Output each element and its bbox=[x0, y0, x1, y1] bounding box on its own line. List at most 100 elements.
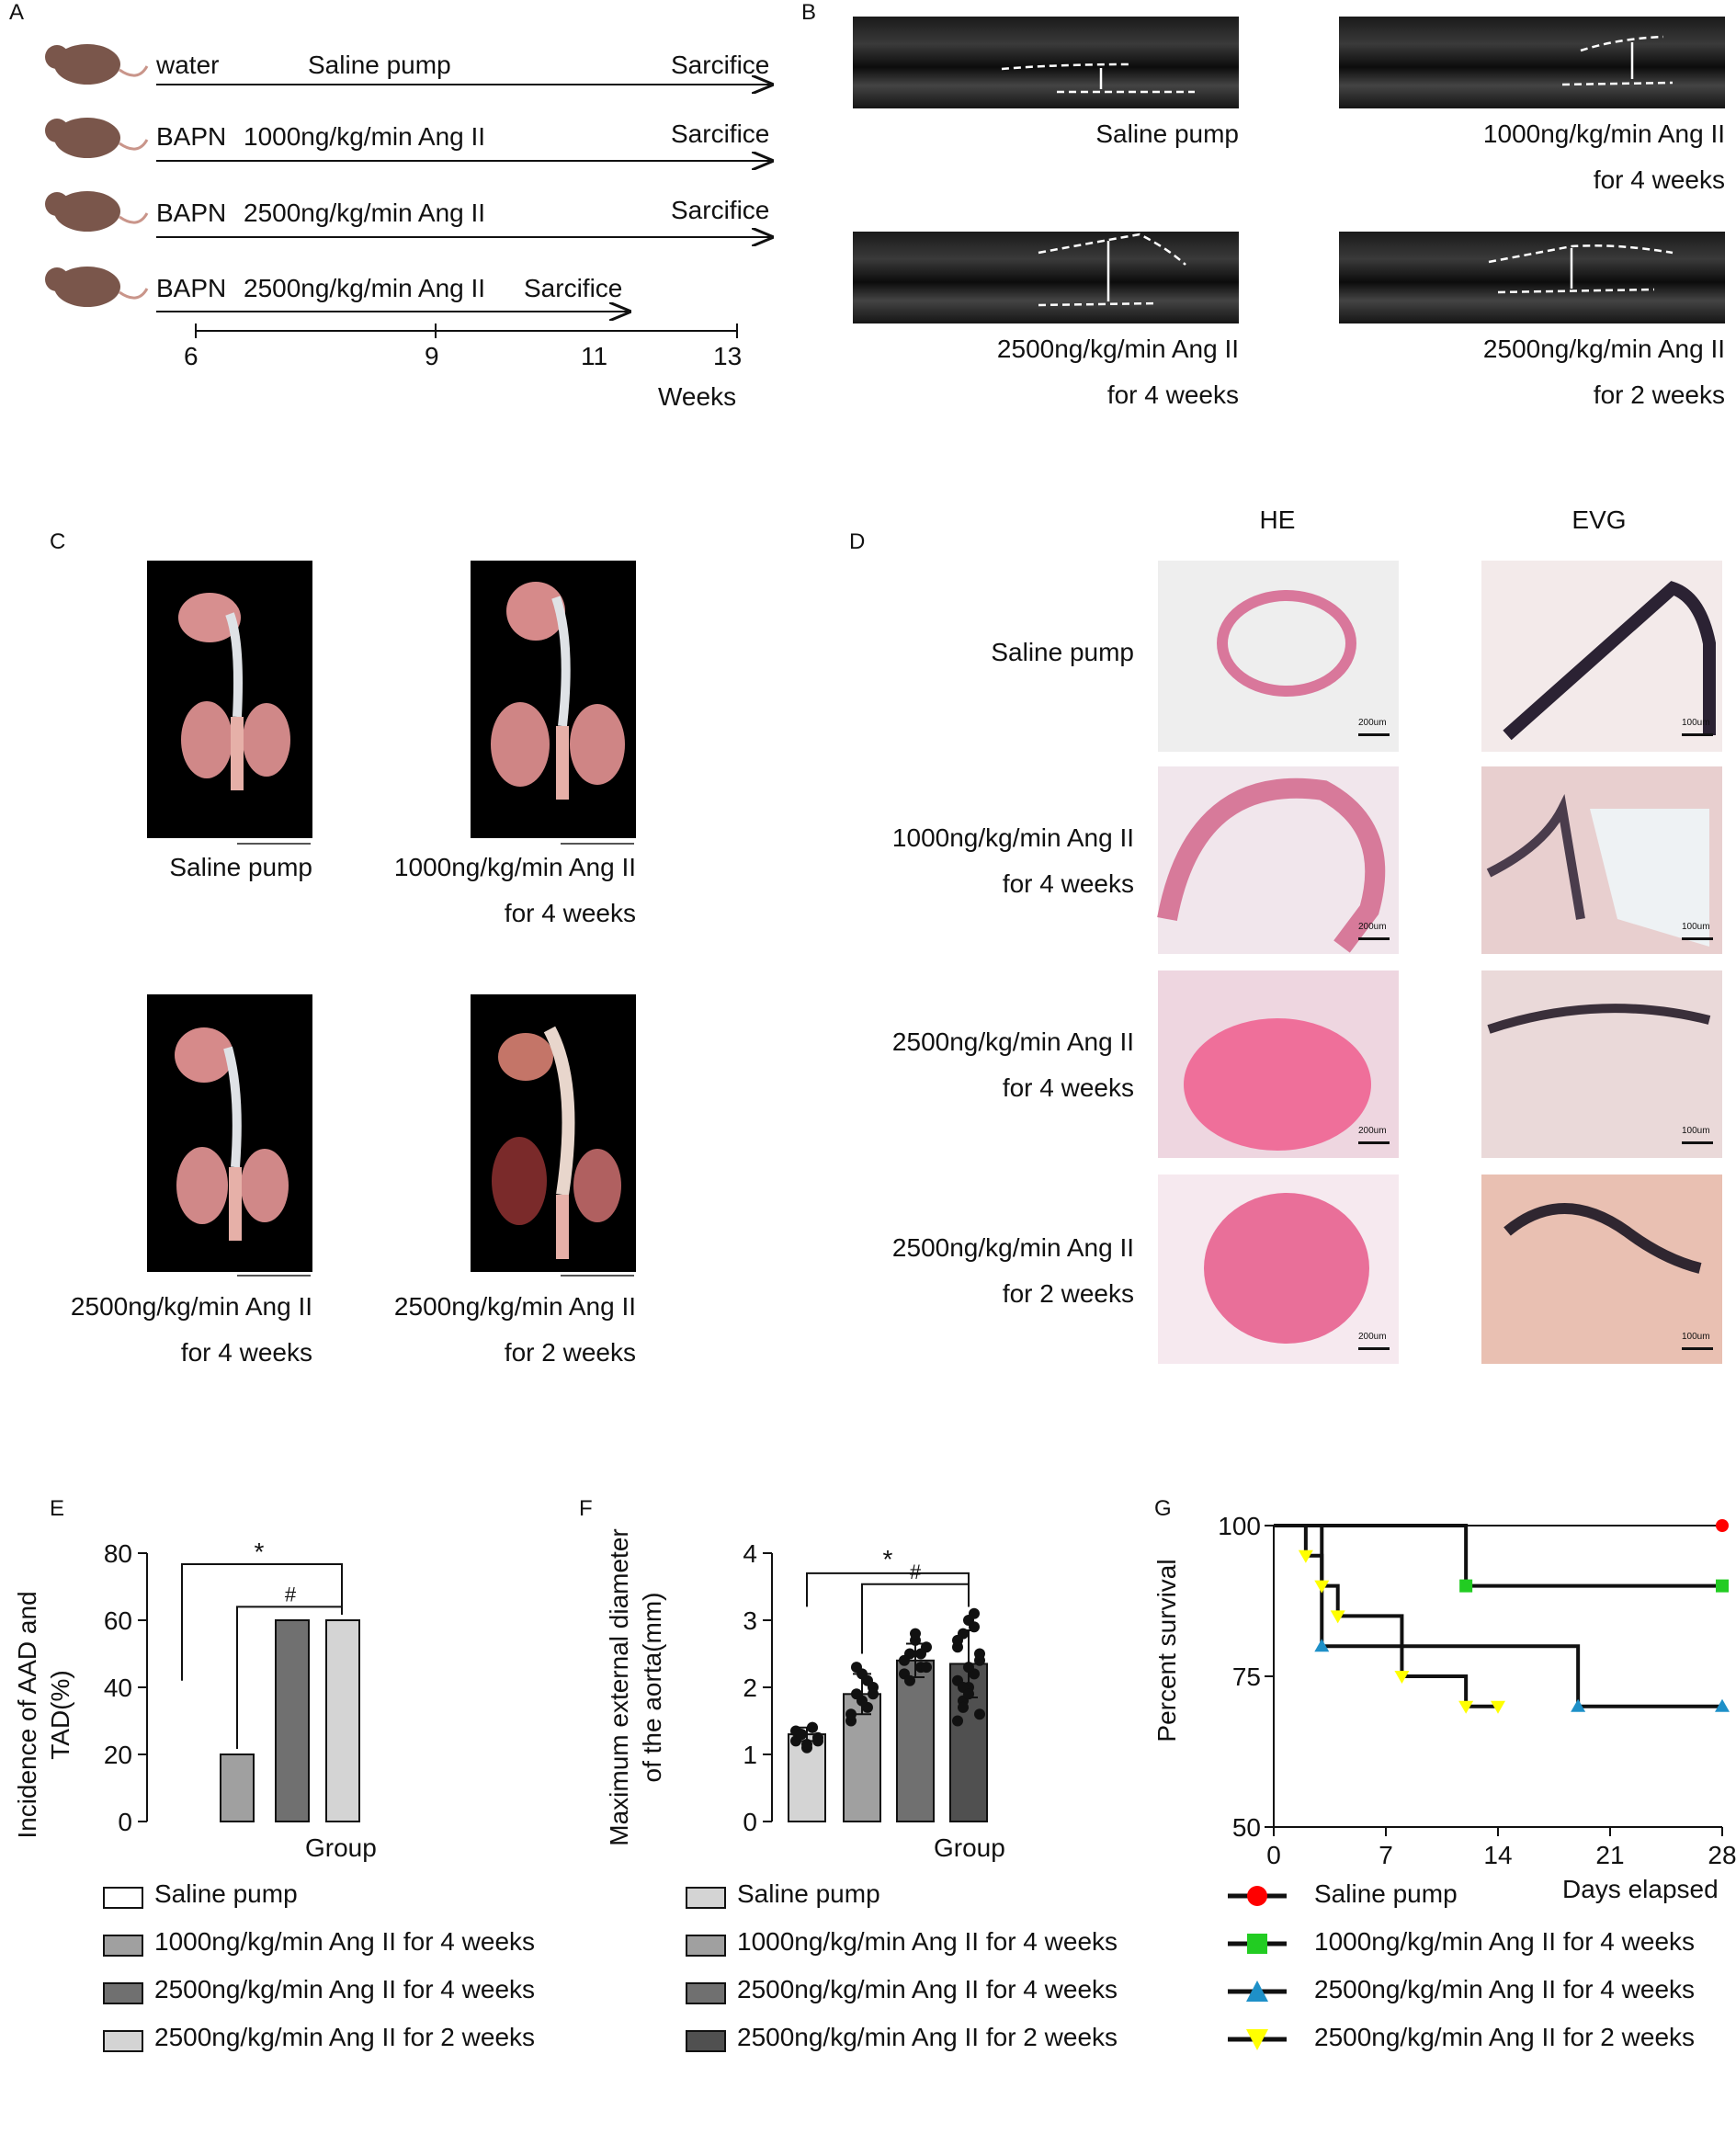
mouse-icon-4 bbox=[45, 267, 149, 307]
f-legend-label: 2500ng/kg/min Ang II for 4 weeks bbox=[737, 1975, 1118, 2003]
f-point bbox=[952, 1715, 963, 1727]
a-row1-text: Saline pump bbox=[308, 51, 451, 79]
f-point bbox=[812, 1735, 823, 1747]
d-row-3-l2: for 4 weeks bbox=[1002, 1073, 1134, 1102]
f-ytick-label: 0 bbox=[743, 1808, 757, 1836]
panel-letter-a: A bbox=[9, 0, 25, 25]
f-point bbox=[969, 1621, 980, 1633]
d-row-4-l2: for 2 weeks bbox=[1002, 1279, 1134, 1308]
b-caption-2-l1: 1000ng/kg/min Ang II bbox=[1482, 119, 1725, 148]
a-row3-text: 2500ng/kg/min Ang II bbox=[244, 199, 486, 227]
d-col-he: HE bbox=[1259, 505, 1296, 534]
e-legend-label: 2500ng/kg/min Ang II for 4 weeks bbox=[154, 1975, 536, 2003]
g-ytick-label: 50 bbox=[1232, 1813, 1261, 1842]
panel-letter-b: B bbox=[801, 0, 817, 25]
panel-letter-c: C bbox=[50, 529, 66, 554]
f-point bbox=[974, 1708, 985, 1720]
f-annotation-star: * bbox=[883, 1545, 893, 1573]
f-point bbox=[904, 1674, 915, 1686]
g-marker-square bbox=[1716, 1579, 1729, 1593]
g-legend-swatch bbox=[1228, 1930, 1287, 1958]
e-legend-swatch bbox=[103, 2030, 143, 2052]
panel-letter-g: G bbox=[1154, 1496, 1172, 1521]
g-xtick-label: 28 bbox=[1708, 1841, 1736, 1869]
panel-letter-d: D bbox=[849, 529, 866, 554]
g-ytick-label: 100 bbox=[1218, 1512, 1261, 1540]
f-point bbox=[958, 1701, 969, 1713]
d-row-4-l1: 2500ng/kg/min Ang II bbox=[891, 1233, 1134, 1262]
f-point bbox=[857, 1695, 868, 1707]
g-legend-label: 2500ng/kg/min Ang II for 2 weeks bbox=[1314, 2023, 1696, 2051]
a-row2-text: 1000ng/kg/min Ang II bbox=[244, 122, 486, 151]
mouse-icon-3 bbox=[45, 191, 149, 232]
e-bar bbox=[275, 1619, 310, 1822]
f-point bbox=[952, 1634, 963, 1646]
f-point bbox=[868, 1688, 879, 1700]
e-bar bbox=[325, 1619, 360, 1822]
he-image-saline bbox=[1158, 561, 1399, 752]
f-legend-label: 1000ng/kg/min Ang II for 4 weeks bbox=[737, 1927, 1118, 1956]
e-annotation-hash: # bbox=[285, 1583, 297, 1606]
e-legend-label: Saline pump bbox=[154, 1879, 298, 1908]
a-tick-13: 13 bbox=[713, 342, 743, 370]
e-ytick-label: 20 bbox=[104, 1741, 132, 1769]
f-legend-swatch bbox=[686, 1935, 726, 1957]
g-marker-triangle-down bbox=[1314, 1580, 1330, 1594]
e-legend-label: 1000ng/kg/min Ang II for 4 weeks bbox=[154, 1927, 536, 1956]
ultrasound-1000-4w bbox=[1339, 17, 1725, 108]
g-marker-triangle-down bbox=[1330, 1610, 1345, 1624]
f-point bbox=[963, 1662, 974, 1674]
f-point bbox=[862, 1674, 873, 1686]
photo-1000-4w bbox=[471, 561, 636, 845]
evg-scale-3: 100um bbox=[1682, 1126, 1710, 1136]
f-legend-swatch bbox=[686, 1982, 726, 2004]
f-legend-swatch bbox=[686, 2030, 726, 2052]
c-caption-4-l2: for 2 weeks bbox=[504, 1338, 636, 1367]
f-point bbox=[910, 1628, 921, 1640]
f-point bbox=[845, 1708, 857, 1720]
c-caption-2-l2: for 4 weeks bbox=[504, 899, 636, 927]
a-axis-label: Weeks bbox=[658, 382, 737, 411]
he-image-1000-4w bbox=[1157, 766, 1399, 954]
d-col-evg: EVG bbox=[1571, 505, 1627, 534]
f-point bbox=[963, 1688, 974, 1700]
e-annotation-star: * bbox=[255, 1538, 265, 1566]
f-point bbox=[796, 1729, 807, 1741]
evg-scale-2: 100um bbox=[1682, 922, 1710, 932]
f-ytick-label: 1 bbox=[743, 1741, 757, 1769]
g-marker-square bbox=[1459, 1579, 1473, 1593]
evg-image-2500-2w bbox=[1481, 1175, 1722, 1364]
evg-image-saline bbox=[1481, 561, 1722, 752]
c-caption-3-l2: for 4 weeks bbox=[180, 1338, 312, 1367]
he-scale-3: 200um bbox=[1358, 1126, 1387, 1136]
f-ytick-label: 3 bbox=[743, 1606, 757, 1635]
evg-scale-1: 100um bbox=[1682, 718, 1710, 728]
d-row-1: Saline pump bbox=[991, 638, 1134, 666]
d-row-2-l2: for 4 weeks bbox=[1002, 869, 1134, 898]
photo-saline bbox=[147, 561, 312, 845]
panel-letter-f: F bbox=[579, 1496, 593, 1521]
e-legend-swatch bbox=[103, 1982, 143, 2004]
he-scale-1: 200um bbox=[1358, 718, 1387, 728]
d-row-3-l1: 2500ng/kg/min Ang II bbox=[891, 1027, 1134, 1056]
a-row3-end: Sarcifice bbox=[671, 196, 770, 224]
f-annotation-hash: # bbox=[910, 1561, 922, 1583]
e-ytick-label: 0 bbox=[118, 1808, 132, 1836]
g-xtick-label: 14 bbox=[1483, 1841, 1512, 1869]
f-bracket-hash bbox=[861, 1583, 970, 1654]
f-legend-label: 2500ng/kg/min Ang II for 2 weeks bbox=[737, 2023, 1118, 2051]
g-xtick-label: 7 bbox=[1379, 1841, 1393, 1869]
c-caption-3-l1: 2500ng/kg/min Ang II bbox=[70, 1292, 312, 1321]
e-bracket-hash bbox=[236, 1606, 343, 1749]
c-caption-4-l1: 2500ng/kg/min Ang II bbox=[393, 1292, 636, 1321]
e-legend-swatch bbox=[103, 1935, 143, 1957]
a-row4-pre: BAPN bbox=[156, 274, 227, 302]
g-marker-circle bbox=[1716, 1519, 1729, 1532]
c-caption-2-l1: 1000ng/kg/min Ang II bbox=[393, 853, 636, 881]
